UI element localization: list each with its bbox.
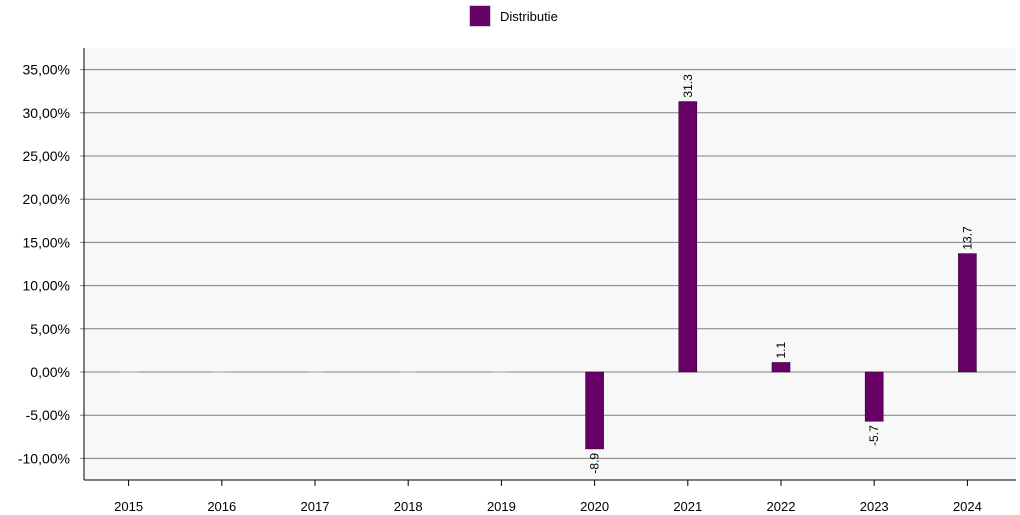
y-tick-label: 10,00% — [23, 278, 70, 294]
y-tick-label: 0,00% — [30, 364, 70, 380]
legend-label: Distributie — [500, 9, 558, 24]
x-tick-label: 2020 — [580, 499, 609, 514]
bars — [119, 101, 977, 450]
x-tick-label: 2024 — [953, 499, 982, 514]
x-tick-label: 2023 — [860, 499, 889, 514]
bar — [771, 362, 791, 373]
legend-swatch — [469, 5, 491, 27]
y-tick-label: 20,00% — [23, 191, 70, 207]
data-label: 1.1 — [774, 341, 788, 358]
plot-area — [84, 48, 1016, 480]
bar — [864, 371, 884, 422]
x-tick-label: 2018 — [394, 499, 423, 514]
y-tick-label: 25,00% — [23, 148, 70, 164]
bar — [958, 253, 977, 373]
x-tick-label: 2021 — [673, 499, 702, 514]
gridlines — [80, 69, 1016, 459]
bar — [678, 101, 698, 373]
data-label: 31.3 — [681, 74, 695, 98]
bar — [585, 371, 604, 450]
x-tick-label: 2015 — [114, 499, 143, 514]
y-tick-label: -10,00% — [18, 450, 70, 466]
y-tick-label: 35,00% — [23, 62, 70, 78]
x-tick-label: 2019 — [487, 499, 516, 514]
y-tick-label: 30,00% — [23, 105, 70, 121]
data-label: -8.9 — [588, 453, 602, 474]
y-tick-label: 15,00% — [23, 234, 70, 250]
x-axis: 2015 2016 2017 2018 2019 2020 2021 2022 2023 2024 — [84, 479, 1016, 514]
y-tick-label: 5,00% — [30, 321, 70, 337]
data-label: -5.7 — [867, 425, 881, 446]
x-tick-label: 2016 — [207, 499, 236, 514]
legend: Distributie — [469, 5, 558, 27]
x-tick-label: 2022 — [767, 499, 796, 514]
data-label: 13.7 — [960, 226, 974, 250]
y-tick-label: -5,00% — [26, 407, 70, 423]
data-labels: -8.9 31.3 1.1 -5.7 13.7 — [588, 74, 975, 474]
y-axis: -10,00% -5,00% 0,00% 5,00% 10,00% 15,00% 20,00… — [18, 48, 85, 480]
x-tick-label: 2017 — [301, 499, 330, 514]
